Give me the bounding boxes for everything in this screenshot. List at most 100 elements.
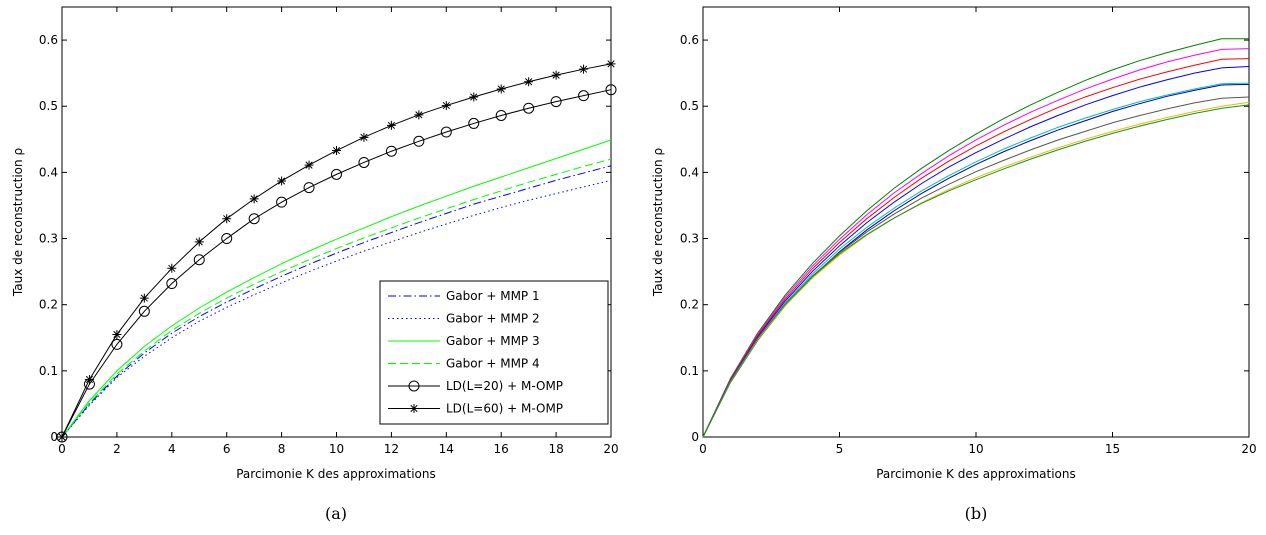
x-tick-label: 6 [223,442,231,456]
legend-a: Gabor + MMP 1 Gabor + MMP 2 Gabor + MMP 3 G… [379,280,609,425]
data-point-circle [605,84,617,96]
y-tick-label: 0.6 [680,33,699,47]
series-line-b-1 [702,38,1249,438]
data-point-circle [248,213,260,225]
data-point-star [469,92,479,102]
data-point-circle [440,126,452,138]
y-tick-label: 0.4 [680,165,699,179]
y-tick-label: 0.4 [39,165,58,179]
data-point-circle [495,109,507,121]
series-line-a-1 [61,165,612,438]
series-line-a-4 [61,158,612,438]
series-line-b-2 [702,48,1250,438]
series-line-b-5 [702,82,1250,438]
y-tick-label: 0.2 [39,298,58,312]
x-tick-label: 4 [168,442,176,456]
data-point-star [386,120,396,130]
data-point-star [496,84,506,94]
data-point-circle [138,305,150,317]
data-point-star [551,70,561,80]
data-point-circle [221,233,233,245]
data-point-star [194,237,204,247]
data-point-star [606,59,616,69]
y-tick-label: 0.5 [680,99,699,113]
x-tick-label: 10 [329,442,344,456]
y-axis-label-a: Taux de reconstruction ρ [11,148,25,297]
legend-entry-label: Gabor + MMP 2 [446,312,540,326]
y-tick-label: 0.3 [680,232,699,246]
legend-entry-label: LD(L=60) + M-OMP [446,402,563,416]
x-tick-label: 2 [113,442,121,456]
data-point-star [112,329,122,339]
data-point-circle [523,102,535,114]
data-point-circle [303,182,315,194]
y-tick-label: 0 [691,430,699,444]
y-tick-label: 0.2 [680,298,699,312]
x-tick-label: 15 [1105,442,1120,456]
data-point-circle [111,338,123,350]
x-tick-label: 16 [494,442,509,456]
x-tick-label: 0 [699,442,707,456]
x-tick-label: 14 [439,442,454,456]
data-point-star [304,160,314,170]
x-tick-label: 0 [58,442,66,456]
legend-marker-star [409,404,419,413]
data-point-star [524,77,534,87]
x-axis-label-b: Parcimonie K des approximations [876,467,1076,481]
y-tick-label: 0.5 [39,99,58,113]
x-tick-label: 10 [968,442,983,456]
x-tick-label: 5 [836,442,844,456]
x-tick-label: 20 [603,442,618,456]
data-point-circle [358,156,370,168]
data-point-circle [578,90,590,102]
legend-entry-label: Gabor + MMP 4 [446,357,540,371]
y-tick-label: 0.6 [39,33,58,47]
x-tick-label: 18 [548,442,563,456]
chart-panel-a: 0 2 4 6 8 10 12 14 16 18 20 0 0.1 0.2 0.3 0.4 0.5 0.6 Par… [11,6,619,523]
y-tick-label: 0 [50,430,58,444]
data-point-circle [468,117,480,129]
data-point-star [57,432,67,442]
legend-entry-label: Gabor + MMP 3 [446,334,540,348]
data-point-circle [550,96,562,108]
series-line-a-3 [61,139,612,438]
legend-entry-label: Gabor + MMP 1 [446,289,540,303]
data-point-circle [331,168,342,180]
series-line-a-5 [61,89,612,438]
x-axis-label-a: Parcimonie K des approximations [236,467,436,481]
data-point-circle [385,145,397,157]
series-line-a-2 [61,179,612,438]
data-point-star [332,146,341,156]
data-point-star [579,64,589,74]
legend-box [379,280,609,425]
y-tick-label: 0.1 [680,364,699,378]
data-point-star [414,110,424,120]
series-line-b-4 [702,66,1250,438]
data-point-star [277,176,287,186]
legend-entry-label: LD(L=20) + M-OMP [446,379,563,393]
data-point-circle [413,135,425,147]
x-tick-label: 8 [278,442,286,456]
y-axis-label-b: Taux de reconstruction ρ [651,148,665,297]
chart-panel-b: 0 5 10 15 20 0 0.1 0.2 0.3 0.4 0.5 0.6 Parcimonie K… [651,6,1257,523]
data-point-star [441,101,451,111]
data-point-star [139,293,149,303]
legend-marker-circle [408,380,420,392]
series-line-b-8 [702,101,1250,438]
data-point-circle [276,196,288,208]
data-point-star [249,194,259,204]
series-line-b-3 [702,58,1250,438]
data-point-star [167,263,177,273]
data-point-star [359,132,369,142]
plot-area-b [702,6,1250,438]
data-point-circle [193,254,205,266]
caption-b: (b) [965,504,988,523]
series-line-b-9 [702,104,1250,438]
x-tick-label: 12 [384,442,399,456]
data-point-star [84,374,94,384]
caption-a: (a) [325,504,347,523]
y-tick-label: 0.3 [39,232,58,246]
y-tick-label: 0.1 [39,364,58,378]
data-point-circle [56,431,68,443]
